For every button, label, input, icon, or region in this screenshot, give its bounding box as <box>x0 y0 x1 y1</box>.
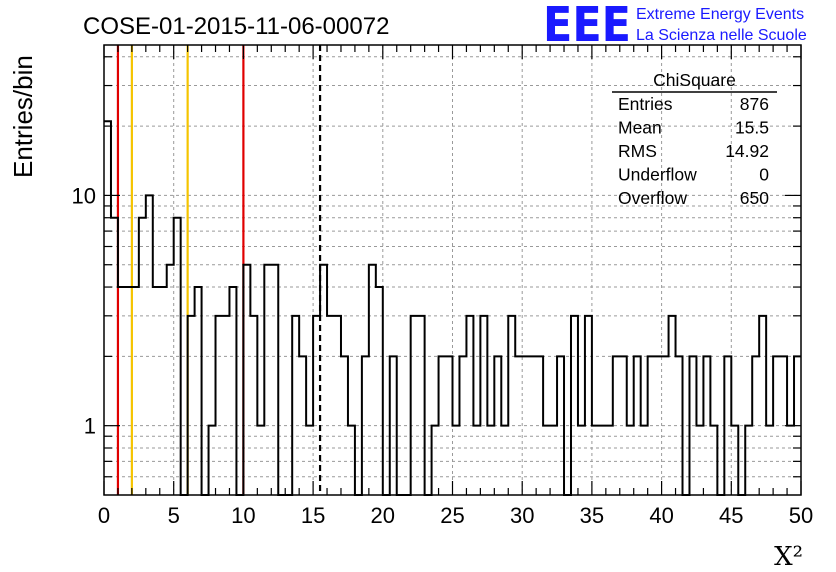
y-tick-label: 1 <box>84 414 96 439</box>
axes: 0 5 10 15 20 25 30 35 40 45 50 1 10 <box>72 45 813 528</box>
x-tick-label: 25 <box>440 503 464 528</box>
x-tick-label: 50 <box>789 503 813 528</box>
x-tick-label: 15 <box>301 503 325 528</box>
y-tick-label: 10 <box>72 183 96 208</box>
x-tick-label: 20 <box>371 503 395 528</box>
logo-line2: La Scienza nelle Scuole <box>636 27 807 44</box>
stats-value: 14.92 <box>725 141 769 161</box>
stats-value: 650 <box>740 188 769 208</box>
x-tick-label: 5 <box>168 503 180 528</box>
stats-value: 876 <box>740 94 769 114</box>
stats-label: Underflow <box>618 165 697 185</box>
stats-box: ChiSquare Entries 876 Mean 15.5 RMS 14.92 Under… <box>612 70 777 208</box>
stats-label: Overflow <box>618 188 687 208</box>
stats-value: 15.5 <box>735 118 769 138</box>
stats-label: RMS <box>618 141 657 161</box>
x-tick-label: 0 <box>98 503 110 528</box>
stats-label: Entries <box>618 94 673 114</box>
logo-mark: EEE <box>543 0 631 53</box>
histogram-series <box>104 120 801 496</box>
reference-lines <box>116 45 322 495</box>
eee-logo: EEE Extreme Energy Events La Scienza nel… <box>543 0 807 53</box>
stats-title: ChiSquare <box>653 70 736 90</box>
y-axis-label: Entries/bin <box>8 55 38 178</box>
chart-title: COSE-01-2015-11-06-00072 <box>83 13 389 40</box>
x-axis-label: X² <box>774 542 803 572</box>
x-tick-label: 45 <box>719 503 743 528</box>
logo-line1: Extreme Energy Events <box>636 6 804 23</box>
x-tick-label: 30 <box>510 503 534 528</box>
x-tick-label: 35 <box>580 503 604 528</box>
stats-value: 0 <box>759 165 769 185</box>
x-tick-label: 10 <box>231 503 255 528</box>
x-tick-label: 40 <box>649 503 673 528</box>
stats-label: Mean <box>618 118 662 138</box>
